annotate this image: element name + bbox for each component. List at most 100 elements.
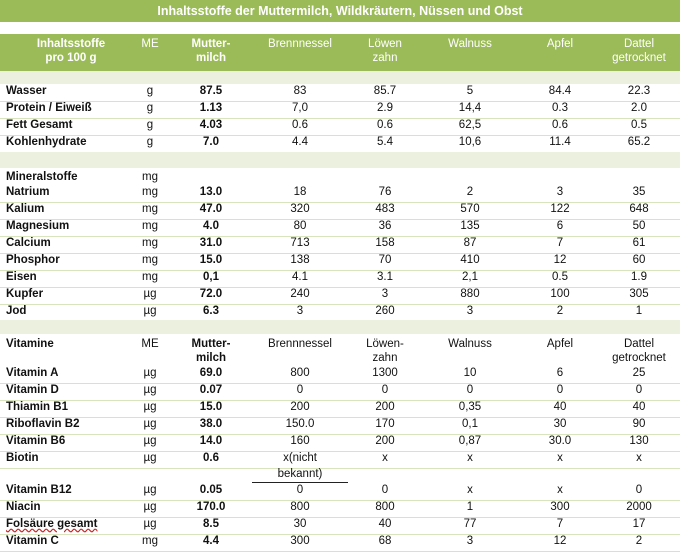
table-cell: 0.5: [631, 119, 647, 131]
table-cell: 0: [635, 484, 643, 496]
table-cell: 2: [635, 535, 643, 547]
vitamins-header-muttermilch-line2: milch: [195, 352, 227, 364]
header-dattel-line2: getrocknet: [612, 52, 666, 64]
row-divider: [0, 118, 680, 119]
row-divider: [0, 434, 680, 435]
table-cell: 0,1: [203, 271, 219, 283]
row-unit: mg: [142, 237, 158, 249]
table-cell: x: [636, 452, 642, 464]
table-cell: x: [557, 452, 563, 464]
table-row: Phosphor mg 15.0 138 70 410 12 60: [0, 253, 680, 270]
table-cell: 65.2: [627, 136, 651, 148]
table-cell: 2,1: [462, 271, 478, 283]
row-label: Vitamin C: [6, 535, 59, 547]
row-divider: [0, 500, 680, 501]
minerals-heading: Mineralstoffe: [6, 171, 78, 183]
section-spacer: [0, 320, 680, 334]
table-cell: 160: [290, 435, 310, 447]
table-cell: x(nicht: [283, 452, 317, 464]
table-cell: 1.13: [199, 102, 223, 114]
table-cell: 1: [635, 305, 643, 317]
table-cell: 150.0: [285, 418, 315, 430]
row-label: Kohlenhydrate: [6, 136, 87, 148]
table-cell: 30: [293, 518, 307, 530]
table-cell: 0: [296, 384, 304, 396]
table-cell: 87: [463, 237, 477, 249]
biotin-note-underline: [252, 482, 348, 483]
table-row: Kupfer µg 72.0 240 3 880 100 305: [0, 287, 680, 304]
table-cell: 61: [632, 237, 646, 249]
table-cell: 12: [553, 535, 567, 547]
table-cell: 0.07: [199, 384, 223, 396]
table-cell: 4.1: [292, 271, 308, 283]
table-cell: 300: [550, 501, 570, 513]
row-label: Biotin: [6, 452, 39, 464]
table-cell: 30: [553, 418, 567, 430]
table-cell: 31.0: [199, 237, 223, 249]
vitamins-header-dattel-line1: Dattel: [623, 338, 655, 350]
header-muttermilch-line2: milch: [195, 52, 227, 64]
section-spacer: [0, 71, 680, 84]
table-cell: 7.0: [203, 136, 219, 148]
table-cell: 483: [375, 203, 395, 215]
row-label: Natrium: [6, 186, 50, 198]
row-divider: [0, 534, 680, 535]
row-unit: µg: [143, 484, 157, 496]
table-cell: 5: [466, 85, 474, 97]
table-cell: 3.1: [377, 271, 393, 283]
table-cell: 8.5: [203, 518, 219, 530]
table-cell: 200: [375, 435, 395, 447]
row-label: Calcium: [6, 237, 51, 249]
table-cell: 6: [556, 220, 564, 232]
table-cell: 3: [466, 305, 474, 317]
table-cell: 1: [466, 501, 474, 513]
table-row: Kalium mg 47.0 320 483 570 122 648: [0, 202, 680, 219]
table-row: Vitamin D µg 0.07 0 0 0 0 0: [0, 383, 680, 400]
table-cell: 0.3: [552, 102, 568, 114]
table-cell: 60: [632, 254, 646, 266]
table-cell: 200: [290, 401, 310, 413]
minerals-heading-unit: mg: [142, 171, 158, 183]
row-label: Protein / Eiweiß: [6, 102, 92, 114]
table-cell: x: [467, 484, 473, 496]
table-cell: 5.4: [377, 136, 393, 148]
table-cell: 62,5: [458, 119, 482, 131]
table-row: Eisen mg 0,1 4.1 3.1 2,1 0.5 1.9: [0, 270, 680, 287]
row-label: Jod: [6, 305, 27, 317]
table-cell: 100: [550, 288, 570, 300]
table-row: Magnesium mg 4.0 80 36 135 6 50: [0, 219, 680, 236]
table-cell: 7: [556, 237, 564, 249]
table-cell: 300: [290, 535, 310, 547]
table-cell: 69.0: [199, 367, 223, 379]
table-cell: 0,87: [458, 435, 482, 447]
table-row: Fett Gesamt g 4.03 0.6 0.6 62,5 0.6 0.5: [0, 118, 680, 135]
table-cell: x: [382, 452, 388, 464]
table-cell: 2: [466, 186, 474, 198]
table-title: Inhaltsstoffe der Muttermilch, Wildkräut…: [0, 0, 680, 22]
row-unit: µg: [143, 384, 157, 396]
vitamins-header-loewenzahn-line2: zahn: [372, 352, 398, 364]
table-cell: 2.9: [377, 102, 393, 114]
table-cell: 85.7: [373, 85, 397, 97]
table-cell: 68: [378, 535, 392, 547]
table-cell: 0.6: [552, 119, 568, 131]
row-label: Phosphor: [6, 254, 60, 266]
table-cell: 1.9: [631, 271, 647, 283]
row-unit: µg: [143, 401, 157, 413]
vitamins-header-walnuss: Walnuss: [448, 338, 492, 350]
table-cell: 305: [629, 288, 649, 300]
table-cell: 800: [375, 501, 395, 513]
table-header: Inhaltsstoffe pro 100 g ME Mutter- milch…: [0, 34, 680, 71]
row-divider: [0, 287, 680, 288]
table-cell: 0: [296, 484, 304, 496]
table-row: Protein / Eiweiß g 1.13 7,0 2.9 14,4 0.3 2.0: [0, 101, 680, 118]
table-cell: 0.6: [292, 119, 308, 131]
row-label: Niacin: [6, 501, 41, 513]
header-unit: ME: [141, 38, 159, 50]
table-cell: 0.6: [203, 452, 219, 464]
table-cell: 713: [290, 237, 310, 249]
table-cell: 22.3: [627, 85, 651, 97]
table-cell: 4.4: [203, 535, 219, 547]
table-cell: 6: [556, 367, 564, 379]
table-cell: 40: [378, 518, 392, 530]
